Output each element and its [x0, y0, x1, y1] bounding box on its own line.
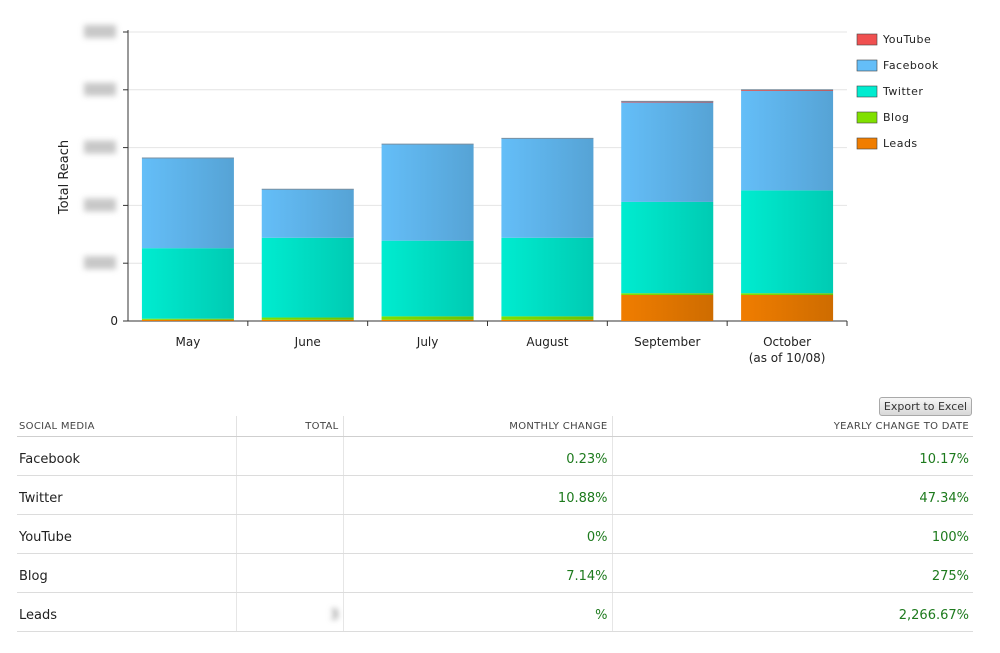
row-yearly-change: 100%	[612, 514, 973, 554]
bar-segment-leads	[501, 319, 594, 321]
table-header-row: SOCIAL MEDIA TOTAL MONTHLY CHANGE YEARLY…	[17, 416, 973, 437]
bar-segment-leads	[621, 294, 714, 321]
y-tick-label-redacted	[84, 198, 116, 212]
bar-segment-twitter	[381, 240, 474, 317]
legend-swatch-youtube	[856, 33, 878, 46]
bar-segment-blog	[621, 293, 714, 295]
x-tick-label: May	[176, 335, 201, 349]
stacked-bar-chart: 0 Total Reach May June July August September Oc…	[57, 25, 939, 365]
bar-segment-youtube	[621, 101, 714, 103]
row-name: Facebook	[17, 436, 237, 476]
bar-segment-leads	[141, 319, 234, 321]
bar-segment-blog	[741, 293, 834, 295]
x-tick-label: October	[763, 335, 811, 349]
legend-swatch-blog	[856, 111, 878, 124]
row-yearly-change: 275%	[612, 553, 973, 593]
y-tick-label: 0	[110, 314, 118, 328]
bar-segment-twitter	[141, 248, 234, 319]
bar-segment-twitter	[261, 237, 354, 318]
row-total-value: 3	[330, 607, 339, 623]
x-tick-label: June	[294, 335, 321, 349]
table-row: Leads 3 % 2,266.67%	[17, 592, 973, 632]
bar-segment-facebook	[501, 138, 594, 238]
row-monthly-change: 7.14%	[343, 553, 613, 593]
bar-segment-twitter	[501, 237, 594, 317]
row-monthly-change: 0.23%	[343, 436, 613, 476]
row-name: Blog	[17, 553, 237, 593]
row-yearly-change: 47.34%	[612, 475, 973, 515]
legend-label-facebook: Facebook	[883, 59, 939, 72]
bar-segment-twitter	[741, 190, 834, 294]
bar-segment-leads	[741, 294, 834, 321]
bar-segment-youtube	[741, 89, 834, 91]
legend-label-twitter: Twitter	[882, 85, 923, 98]
row-yearly-change: 2,266.67%	[612, 592, 973, 632]
header-monthly-change[interactable]: MONTHLY CHANGE	[343, 416, 613, 437]
table-row: Blog 7.14% 275%	[17, 553, 973, 593]
table-row: YouTube 0% 100%	[17, 514, 973, 554]
row-name: Leads	[17, 592, 237, 632]
bar-segment-blog	[261, 317, 354, 320]
legend-label-youtube: YouTube	[882, 33, 931, 46]
row-yearly-change: 10.17%	[612, 436, 973, 476]
row-monthly-change: 0%	[343, 514, 613, 554]
bar-segment-facebook	[621, 102, 714, 202]
x-tick-sublabel: (as of 10/08)	[749, 351, 826, 365]
y-tick-label-redacted	[84, 25, 116, 38]
row-total	[236, 475, 344, 515]
bar-segment-facebook	[741, 90, 834, 191]
y-tick-label-redacted	[84, 256, 116, 270]
x-tick-label: July	[416, 335, 439, 349]
header-yearly-change[interactable]: YEARLY CHANGE TO DATE	[612, 416, 973, 437]
legend-label-leads: Leads	[883, 137, 918, 150]
y-tick-label-redacted	[84, 82, 116, 96]
bar-segment-facebook	[261, 189, 354, 238]
social-media-table: SOCIAL MEDIA TOTAL MONTHLY CHANGE YEARLY…	[17, 416, 973, 632]
bar-segment-twitter	[621, 201, 714, 294]
bar-segment-leads	[261, 319, 354, 321]
row-monthly-change: 10.88%	[343, 475, 613, 515]
bar-segment-facebook	[381, 144, 474, 241]
bar-segment-facebook	[141, 158, 234, 249]
row-name: Twitter	[17, 475, 237, 515]
legend-label-blog: Blog	[883, 111, 909, 124]
table-row: Facebook 0.23% 10.17%	[17, 436, 973, 476]
legend-swatch-twitter	[856, 85, 878, 98]
x-tick-label: August	[526, 335, 568, 349]
header-total[interactable]: TOTAL	[236, 416, 344, 437]
header-social-media[interactable]: SOCIAL MEDIA	[17, 416, 237, 437]
row-name: YouTube	[17, 514, 237, 554]
row-total	[236, 514, 344, 554]
legend-swatch-leads	[856, 137, 878, 150]
x-tick-label: September	[634, 335, 700, 349]
export-to-excel-button[interactable]: Export to Excel	[879, 397, 972, 416]
row-total	[236, 553, 344, 593]
legend-swatch-facebook	[856, 59, 878, 72]
bar-segment-blog	[141, 318, 234, 320]
y-axis-label: Total Reach	[57, 140, 72, 215]
row-monthly-change: %	[343, 592, 613, 632]
bar-segment-blog	[501, 316, 594, 320]
bar-segment-blog	[381, 316, 474, 320]
row-total: 3	[236, 592, 344, 632]
bar-segment-leads	[381, 319, 474, 321]
row-total	[236, 436, 344, 476]
y-tick-label-redacted	[84, 140, 116, 154]
table-row: Twitter 10.88% 47.34%	[17, 475, 973, 515]
